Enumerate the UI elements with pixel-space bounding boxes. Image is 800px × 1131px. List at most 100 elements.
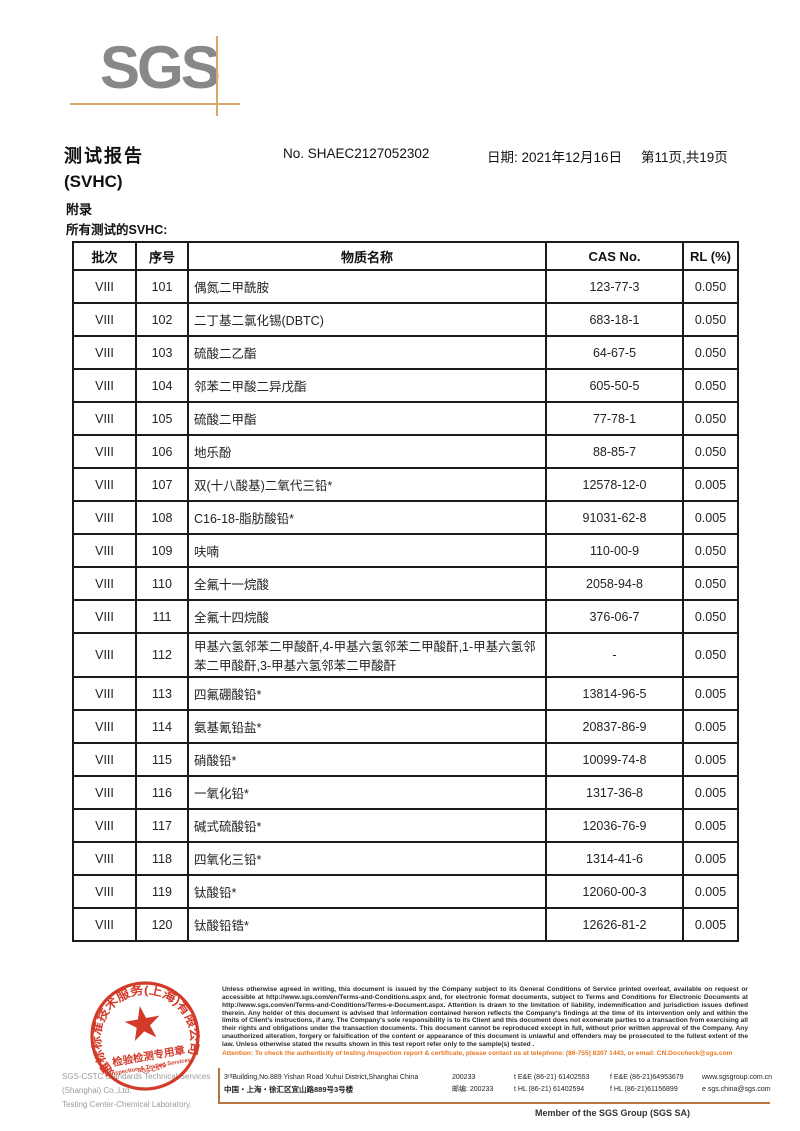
table-cell: 0.005	[682, 500, 739, 535]
table-cell: 0.050	[682, 269, 739, 304]
table-row: VIII 116 一氧化铅* 1317-36-8 0.005	[72, 775, 739, 810]
table-cell: 0.005	[682, 808, 739, 843]
fax-ee: f E&E (86-21)64953679	[610, 1074, 684, 1081]
table-row: VIII 110 全氟十一烷酸 2058-94-8 0.050	[72, 566, 739, 601]
table-cell: 甲基六氢邻苯二甲酸酐,4-甲基六氢邻苯二甲酸酐,1-甲基六氢邻苯二甲酸酐,3-甲…	[187, 632, 547, 678]
table-cell: 邻苯二甲酸二异戊酯	[187, 368, 547, 403]
table-cell: 110-00-9	[545, 533, 684, 568]
table-cell: 120	[135, 907, 189, 942]
table-row: VIII 106 地乐酚 88-85-7 0.050	[72, 434, 739, 469]
table-cell: VIII	[72, 676, 137, 711]
table-cell: VIII	[72, 775, 137, 810]
table-cell: 一氧化铅*	[187, 775, 547, 810]
table-cell: 0.005	[682, 907, 739, 942]
table-row: VIII 113 四氟硼酸铅* 13814-96-5 0.005	[72, 676, 739, 711]
table-cell: 77-78-1	[545, 401, 684, 436]
table-cell: 硫酸二甲酯	[187, 401, 547, 436]
report-subtitle: (SVHC)	[64, 172, 123, 191]
website: www.sgsgroup.com.cn	[702, 1074, 773, 1081]
table-cell: 0.005	[682, 742, 739, 777]
report-title: 测试报告	[64, 146, 144, 166]
table-row: VIII 101 偶氮二甲酰胺 123-77-3 0.050	[72, 269, 739, 304]
company-line-1: SGS-CSTC Standards Technical Services (S…	[62, 1072, 211, 1095]
table-cell: VIII	[72, 841, 137, 876]
table-cell: 双(十八酸基)二氧代三铅*	[187, 467, 547, 502]
table-cell: 四氧化三铅*	[187, 841, 547, 876]
table-cell: 116	[135, 775, 189, 810]
table-cell: 碱式硫酸铅*	[187, 808, 547, 843]
table-header: 批次 序号 物质名称 CAS No. RL (%)	[72, 241, 739, 271]
table-cell: 全氟十一烷酸	[187, 566, 547, 601]
table-cell: 119	[135, 874, 189, 909]
table-cell: 12060-00-3	[545, 874, 684, 909]
stamp-icon: 通标标准技术服务(上海)有限公司 SGS-CSTC ★ 检验检测专用章 Insp…	[80, 974, 206, 1091]
table-cell: VIII	[72, 335, 137, 370]
table-cell: VIII	[72, 302, 137, 337]
table-cell: 106	[135, 434, 189, 469]
table-row: VIII 105 硫酸二甲酯 77-78-1 0.050	[72, 401, 739, 436]
table-cell: 102	[135, 302, 189, 337]
company-line-2: Testing Center-Chemical Laboratory.	[62, 1100, 192, 1109]
table-cell: 呋喃	[187, 533, 547, 568]
table-cell: 0.005	[682, 676, 739, 711]
table-cell: C16-18-脂肪酸铅*	[187, 500, 547, 535]
column-header: 序号	[135, 241, 189, 271]
table-cell: 0.005	[682, 467, 739, 502]
phone-ee: t E&E (86-21) 61402553	[514, 1074, 590, 1081]
company-name-block: SGS-CSTC Standards Technical Services (S…	[62, 1070, 232, 1112]
member-line: Member of the SGS Group (SGS SA)	[534, 1108, 690, 1118]
table-cell: 1317-36-8	[545, 775, 684, 810]
postcode-en: 200233	[452, 1074, 476, 1081]
table-cell: 0.005	[682, 709, 739, 744]
table-row: VIII 107 双(十八酸基)二氧代三铅* 12578-12-0 0.005	[72, 467, 739, 502]
table-cell: 钛酸铅锆*	[187, 907, 547, 942]
table-cell: 0.050	[682, 335, 739, 370]
table-cell: 113	[135, 676, 189, 711]
address-row-cn: 中国・上海・徐汇区宜山路889号3号楼 邮编: 200233 t HL (86-…	[224, 1084, 771, 1094]
table-cell: VIII	[72, 434, 137, 469]
annex-title: 附录	[66, 202, 93, 217]
table-row: VIII 111 全氟十四烷酸 376-06-7 0.050	[72, 599, 739, 634]
table-cell: VIII	[72, 269, 137, 304]
table-row: VIII 112 甲基六氢邻苯二甲酸酐,4-甲基六氢邻苯二甲酸酐,1-甲基六氢邻苯二…	[72, 632, 739, 678]
address-row-en: 3ʳᵈBuilding,No.889 Yishan Road Xuhui Dis…	[224, 1074, 773, 1082]
table-row: VIII 109 呋喃 110-00-9 0.050	[72, 533, 739, 568]
table-cell: 105	[135, 401, 189, 436]
table-cell: VIII	[72, 808, 137, 843]
table-row: VIII 102 二丁基二氯化锡(DBTC) 683-18-1 0.050	[72, 302, 739, 337]
table-cell: 20837-86-9	[545, 709, 684, 744]
table-cell: VIII	[72, 368, 137, 403]
table-cell: 101	[135, 269, 189, 304]
table-cell: 二丁基二氯化锡(DBTC)	[187, 302, 547, 337]
table-cell: VIII	[72, 401, 137, 436]
address-en: 3ʳᵈBuilding,No.889 Yishan Road Xuhui Dis…	[224, 1074, 419, 1081]
address-cn: 中国・上海・徐汇区宜山路889号3号楼	[224, 1084, 354, 1094]
logo-horizontal-rule	[70, 103, 240, 105]
table-row: VIII 104 邻苯二甲酸二异戊酯 605-50-5 0.050	[72, 368, 739, 403]
annex-subtitle: 所有测试的SVHC:	[66, 223, 168, 237]
table-cell: 钛酸铅*	[187, 874, 547, 909]
table-cell: 0.050	[682, 599, 739, 634]
svhc-table: 批次 序号 物质名称 CAS No. RL (%) VIII 101 偶氮二甲酰胺 123-7…	[72, 241, 739, 942]
table-cell: 12578-12-0	[545, 467, 684, 502]
table-cell: VIII	[72, 467, 137, 502]
table-cell: 104	[135, 368, 189, 403]
table-cell: 2058-94-8	[545, 566, 684, 601]
table-cell: 117	[135, 808, 189, 843]
table-cell: 0.005	[682, 841, 739, 876]
table-cell: 0.050	[682, 632, 739, 678]
footer-vertical-rule	[218, 1068, 220, 1104]
table-cell: 0.005	[682, 874, 739, 909]
table-cell: 108	[135, 500, 189, 535]
table-cell: 114	[135, 709, 189, 744]
table-cell: 111	[135, 599, 189, 634]
table-cell: 91031-62-8	[545, 500, 684, 535]
table-cell: VIII	[72, 874, 137, 909]
table-cell: VIII	[72, 599, 137, 634]
table-cell: 109	[135, 533, 189, 568]
email: e sgs.china@sgs.com	[702, 1085, 771, 1093]
table-row: VIII 108 C16-18-脂肪酸铅* 91031-62-8 0.005	[72, 500, 739, 535]
table-row: VIII 119 钛酸铅* 12060-00-3 0.005	[72, 874, 739, 909]
table-cell: 88-85-7	[545, 434, 684, 469]
